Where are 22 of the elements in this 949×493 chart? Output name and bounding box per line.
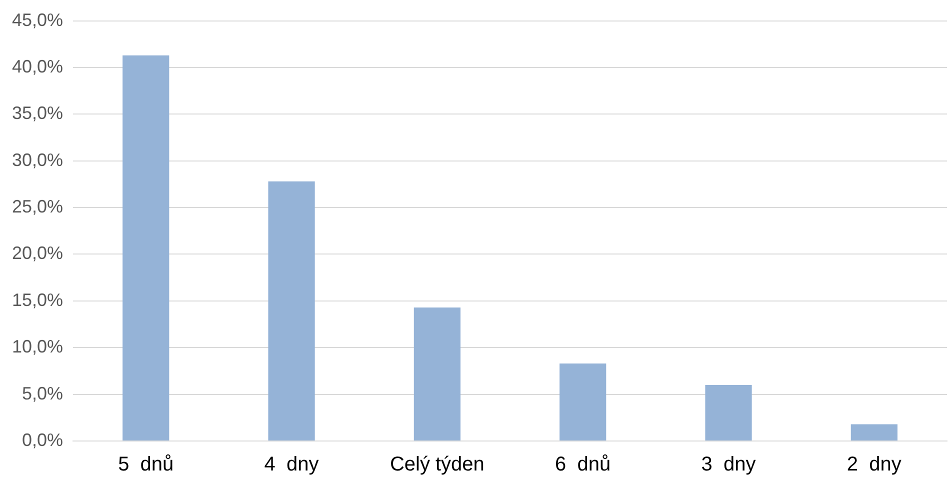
bar [705,384,752,440]
bar [268,181,315,440]
x-tick-label: 6 dnů [555,454,611,476]
x-tick-label: 5 dnů [118,454,174,476]
bar [560,363,606,440]
bar [122,55,170,440]
y-tick-label: 15,0% [12,290,64,310]
y-tick-label: 5,0% [22,383,64,404]
y-tick-label: 25,0% [12,196,64,217]
x-tick-label: Celý týden [390,454,484,476]
x-tick-label: 4 dny [264,454,319,476]
bar [850,424,898,440]
x-tick-label: 2 dny [846,454,902,476]
y-tick-label: 0,0% [22,430,64,450]
y-tick-label: 35,0% [12,103,64,124]
bar [414,307,460,440]
x-tick-label: 3 dny [701,454,756,476]
y-tick-label: 20,0% [12,243,64,264]
y-tick-label: 30,0% [12,150,64,170]
y-tick-label: 10,0% [12,336,64,357]
y-tick-label: 45,0% [12,10,64,30]
y-tick-label: 40,0% [12,56,64,76]
